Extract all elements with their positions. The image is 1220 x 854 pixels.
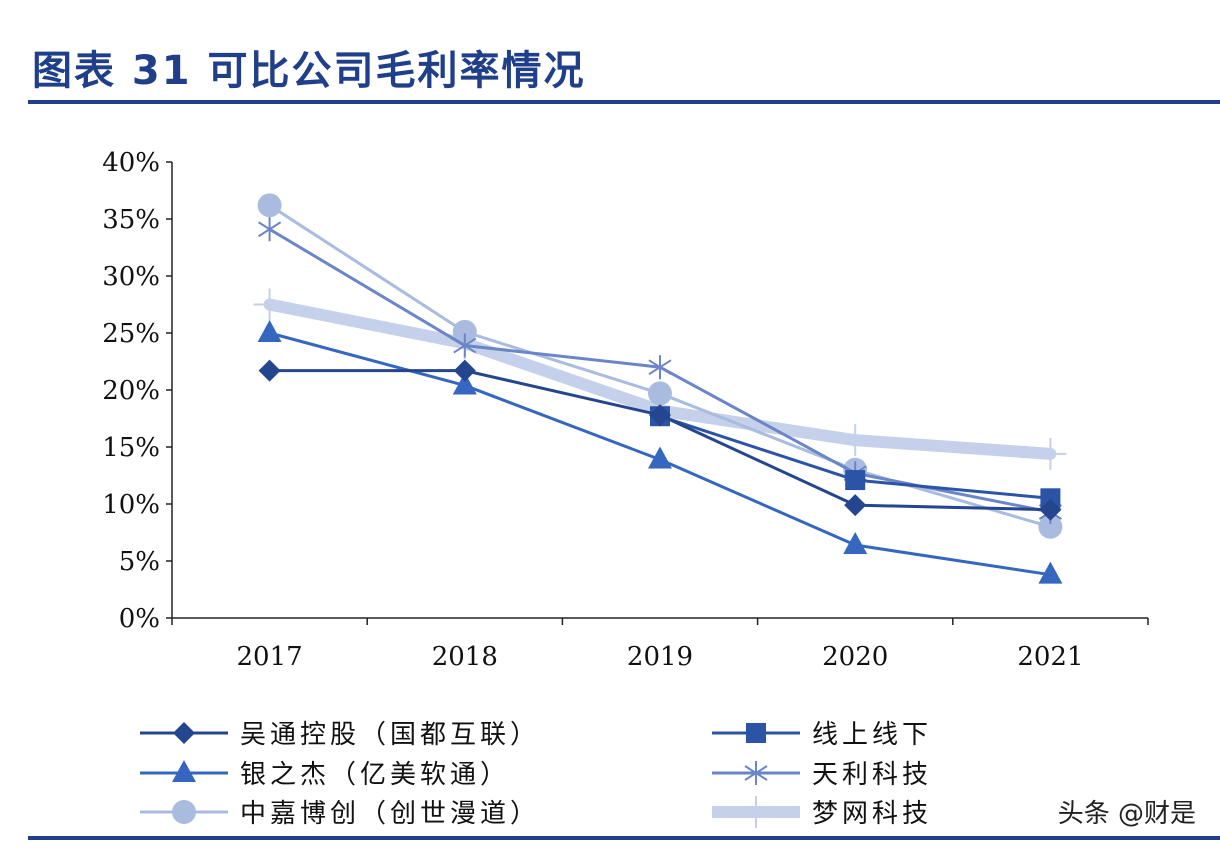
legend-item: 线上线下 <box>712 720 932 750</box>
triangle-marker <box>1038 561 1063 584</box>
square-marker <box>1040 488 1061 509</box>
triangle-marker <box>843 532 868 555</box>
asterisk-marker <box>648 359 672 376</box>
legend-label: 吴通控股（国都互联） <box>240 720 540 750</box>
x-tick-label: 2020 <box>822 642 888 672</box>
legend-label: 天利科技 <box>812 760 932 790</box>
y-tick-label: 30% <box>102 262 160 292</box>
legend-item: 吴通控股（国都互联） <box>140 720 540 750</box>
y-tick-label: 25% <box>102 319 160 349</box>
triangle-marker <box>452 372 477 395</box>
x-tick-label: 2021 <box>1017 642 1083 672</box>
diamond-marker <box>649 404 671 427</box>
circle-marker <box>1038 514 1063 539</box>
square-marker <box>845 470 866 491</box>
diamond-marker <box>1039 498 1062 521</box>
circle-marker <box>172 800 196 824</box>
y-tick-label: 10% <box>102 490 160 520</box>
legend-item: 银之杰（亿美软通） <box>140 760 510 790</box>
triangle-marker <box>648 446 672 469</box>
x-tick-label: 2017 <box>237 642 303 672</box>
x-tick-label: 2018 <box>432 642 498 672</box>
circle-marker <box>648 381 672 406</box>
y-tick-label: 35% <box>102 205 160 235</box>
legend-item: 天利科技 <box>712 760 932 790</box>
chart-title: 图表 31 可比公司毛利率情况 <box>32 48 586 94</box>
watermark: 头条 @财是 <box>1057 799 1196 829</box>
asterisk-marker <box>453 337 477 354</box>
x-tick-label: 2019 <box>627 642 693 672</box>
diamond-marker <box>453 359 476 382</box>
diamond-marker <box>258 359 281 382</box>
triangle-marker <box>172 760 196 782</box>
series-2 <box>257 320 1063 584</box>
title-rule <box>28 100 1220 104</box>
y-tick-label: 15% <box>102 433 160 463</box>
legend-label: 梦网科技 <box>812 799 932 829</box>
legend-label: 银之杰（亿美软通） <box>240 760 510 790</box>
legend-item: 中嘉博创（创世漫道） <box>140 799 540 829</box>
series-0 <box>258 359 1062 521</box>
diamond-marker <box>844 494 867 517</box>
y-tick-label: 20% <box>102 376 160 406</box>
asterisk-marker <box>744 765 768 781</box>
circle-marker <box>452 319 477 344</box>
legend-label: 线上线下 <box>812 720 932 750</box>
circle-marker <box>257 193 282 218</box>
y-tick-label: 0% <box>119 604 160 634</box>
legend-item: 梦网科技 <box>712 796 932 829</box>
diamond-marker <box>173 722 195 744</box>
square-marker <box>746 723 766 743</box>
asterisk-marker <box>258 221 282 238</box>
y-tick-label: 40% <box>102 148 160 178</box>
legend-label: 中嘉博创（创世漫道） <box>240 799 540 829</box>
triangle-marker <box>257 320 282 342</box>
bottom-rule <box>28 836 1220 840</box>
y-tick-label: 5% <box>119 547 160 577</box>
